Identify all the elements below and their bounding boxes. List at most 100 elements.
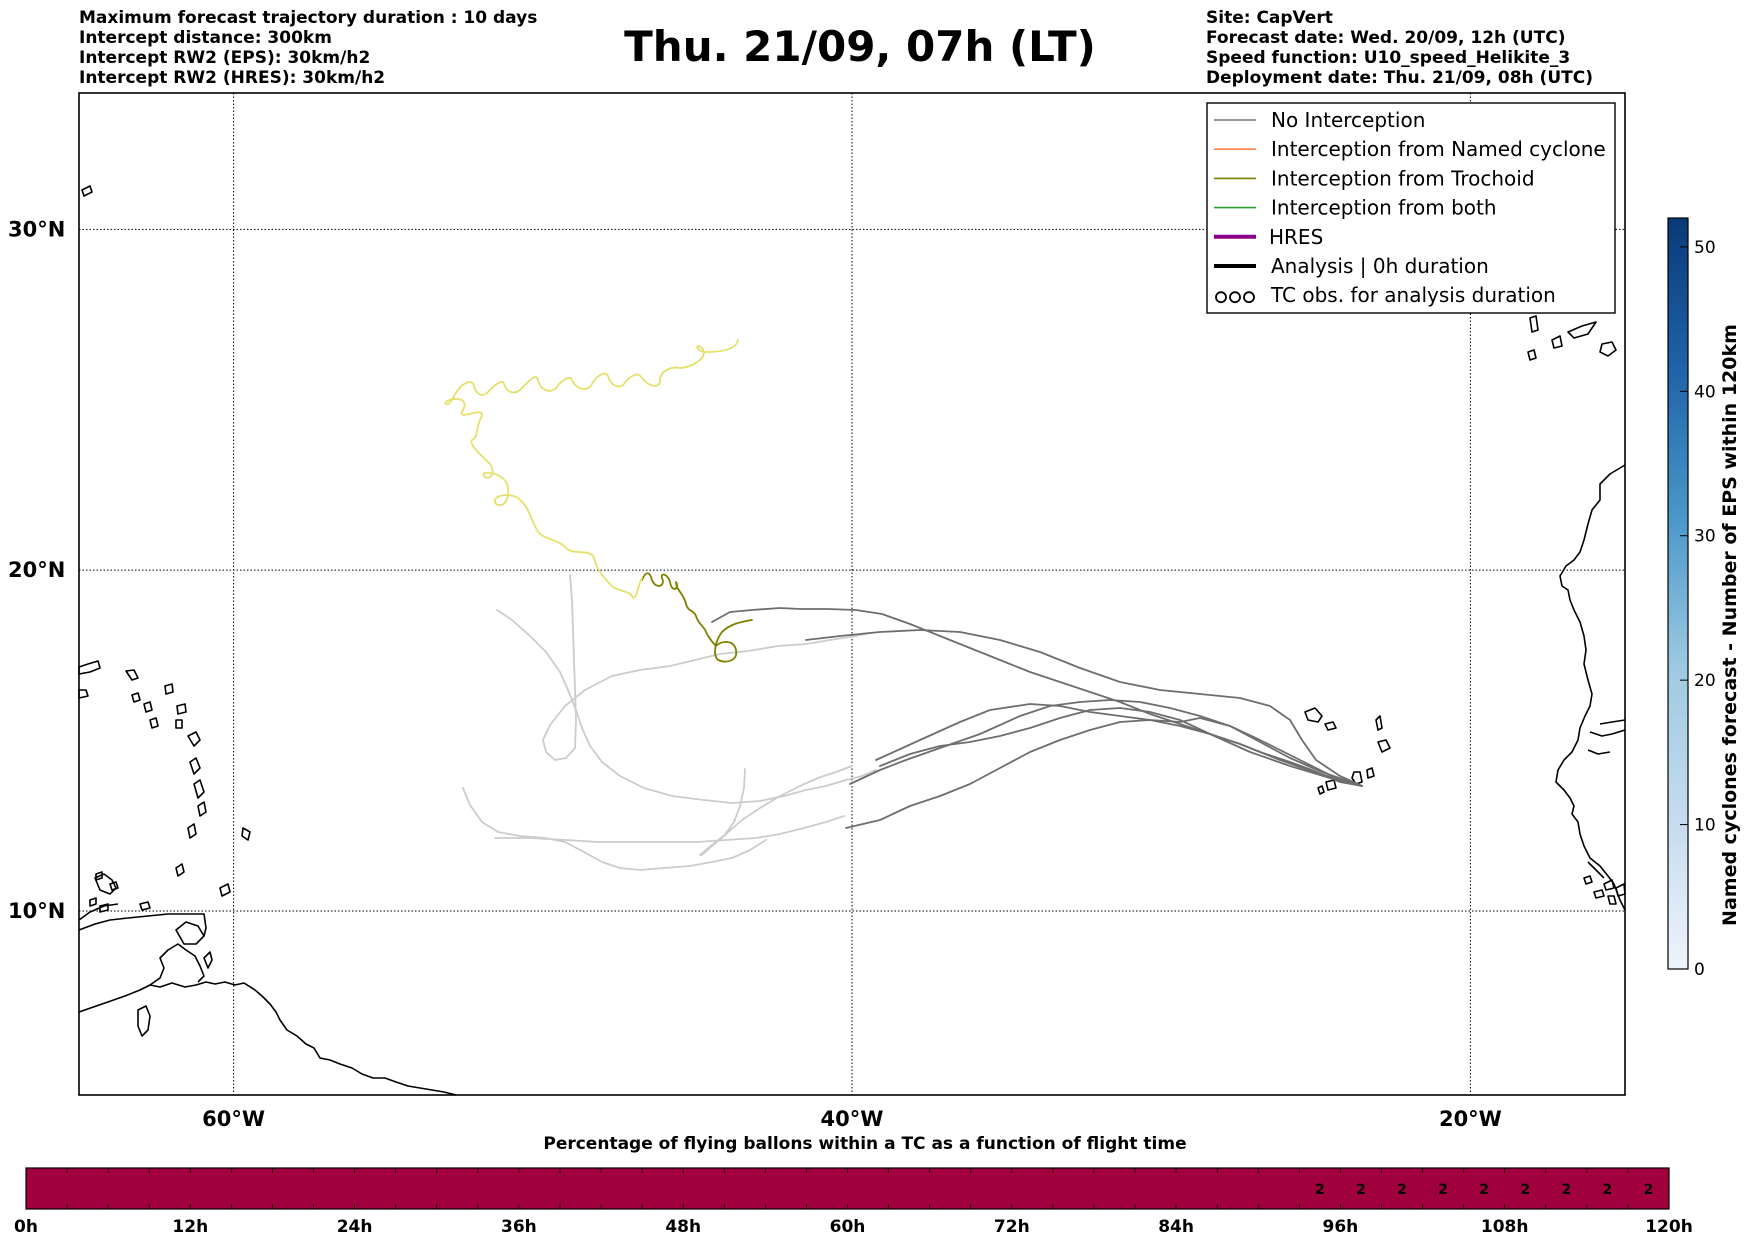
coastline-venezuela-bay [149, 943, 205, 986]
page-title: Thu. 21/09, 07h (LT) [624, 22, 1096, 71]
axis-labels: 10°N 20°N 30°N 60°W 40°W 20°W [8, 217, 1502, 1131]
island-santo-antao [1304, 707, 1323, 723]
island-guadeloupe [187, 731, 201, 747]
legend-label: HRES [1269, 225, 1323, 249]
island-sao-vicente [1324, 721, 1337, 731]
island-grenada [175, 863, 185, 877]
island-sa-2 [94, 873, 117, 895]
flight-time-hour-label: 12h [172, 1217, 208, 1237]
header-left-line: Intercept RW2 (EPS): 30km/h2 [79, 48, 371, 68]
header-right-line: Deployment date: Thu. 21/09, 08h (UTC) [1206, 68, 1593, 88]
flight-time-hour-label: 120h [1645, 1217, 1693, 1237]
coastline-africa-islands-3 [1587, 749, 1611, 755]
island-tenerife [1551, 335, 1563, 349]
flight-time-hour-label: 108h [1481, 1217, 1529, 1237]
colorbar-ticks: 0 10 20 30 40 50 [1680, 238, 1716, 980]
lat-label: 10°N [8, 899, 65, 923]
coastline-trinidad [203, 951, 213, 969]
header-right-line: Forecast date: Wed. 20/09, 12h (UTC) [1206, 28, 1566, 48]
legend: No Interception Interception from Named c… [1206, 102, 1616, 314]
island-small-1 [131, 692, 141, 703]
legend-label: Interception from Named cyclone [1271, 137, 1606, 161]
trajectory-no-interception-4 [849, 699, 1363, 787]
flight-time-cell-label: 2 [1315, 1182, 1325, 1198]
map-frame [78, 92, 1626, 1096]
flight-time-hour-label: 36h [501, 1217, 537, 1237]
header-left-info: Maximum forecast trajectory duration : 1… [79, 8, 537, 88]
tc-obs-icon [1229, 291, 1241, 304]
island-hierro [1527, 349, 1537, 361]
island-small-2 [143, 701, 153, 713]
legend-label: Interception from both [1271, 196, 1497, 220]
flight-time-bar-fill [25, 1167, 1670, 1210]
island-martinique [189, 757, 201, 775]
flight-time-cell-label: 2 [1438, 1182, 1448, 1198]
flight-time-hour-label: 0h [14, 1217, 38, 1237]
island-stlucia [197, 801, 207, 817]
island-ne [81, 185, 93, 197]
colorbar-tick-label: 20 [1694, 671, 1716, 691]
island-sal [1375, 715, 1383, 731]
island-santiago [1351, 771, 1363, 785]
island-small-4 [175, 719, 183, 729]
header-right-info: Site: CapVert Forecast date: Wed. 20/09,… [1206, 8, 1593, 88]
flight-time-cell-label: 2 [1479, 1182, 1489, 1198]
coastline-bijagos-1 [1603, 879, 1615, 891]
coastline-africa-islands-2 [1589, 729, 1626, 737]
flight-time-hour-label: 24h [337, 1217, 373, 1237]
colorbar-tick-label: 30 [1694, 527, 1716, 547]
colorbar-label: Named cyclones forecast - Number of EPS … [1719, 324, 1741, 926]
island-montserrat [164, 683, 174, 695]
flight-time-cell-label: 2 [1603, 1182, 1613, 1198]
legend-label: TC obs. for analysis duration [1270, 283, 1556, 307]
flight-time-hour-label: 60h [830, 1217, 866, 1237]
flight-time-cell-label: 2 [1520, 1182, 1530, 1198]
lon-label: 40°W [821, 1107, 884, 1131]
trajectory-no-interception-3 [875, 703, 1363, 787]
trajectory-light-2 [496, 609, 877, 804]
flight-time-hour-label: 48h [665, 1217, 701, 1237]
flight-time-hour-label: 84h [1158, 1217, 1194, 1237]
island-barbados [241, 827, 251, 841]
lon-label: 20°W [1439, 1107, 1502, 1131]
coastline-bijagos-5 [1583, 875, 1593, 885]
colorbar [1667, 217, 1689, 970]
lat-label: 30°N [8, 217, 65, 241]
lon-label: 60°W [202, 1107, 265, 1131]
header-left-line: Intercept distance: 300km [79, 28, 332, 48]
island-gran-canaria [1599, 341, 1617, 357]
coastline-north-sa [78, 903, 119, 921]
trajectory-no-interception-5 [879, 707, 1363, 787]
flight-time-bar: 2 2 2 2 2 2 2 2 2 0h 12h 24h 36h 48h 60h 72h 84h 96h 108h 1… [14, 1167, 1693, 1237]
island-fogo [1325, 779, 1337, 791]
island-la-palma [1529, 315, 1539, 333]
trajectory-yellow [444, 339, 739, 599]
island-curacao [99, 903, 109, 913]
island-maio [1366, 767, 1375, 779]
coastline-bijagos-4 [1607, 895, 1617, 905]
legend-box [1206, 102, 1616, 314]
colorbar-tick-label: 50 [1694, 238, 1716, 258]
flight-time-cell-label: 2 [1644, 1182, 1654, 1198]
flight-time-hour-label: 96h [1323, 1217, 1359, 1237]
island-antigua [176, 703, 187, 715]
tc-obs-icon [1215, 291, 1227, 304]
coastline-south-america [78, 981, 457, 1096]
flight-time-bar-title: Percentage of flying ballons within a TC… [543, 1134, 1187, 1154]
flight-time-cell-label: 2 [1561, 1182, 1571, 1198]
coastline-peninsula [78, 913, 207, 937]
island-fuerteventura [1567, 321, 1597, 339]
coastline-bijagos-3 [1593, 889, 1605, 899]
colorbar-tick-label: 10 [1694, 816, 1716, 836]
coastline-africa-islands-1 [1599, 719, 1626, 725]
trajectory-light-6 [699, 765, 853, 856]
island-margarita [139, 901, 151, 911]
colorbar-tick-label: 0 [1694, 960, 1705, 980]
island-vi [125, 669, 139, 681]
header-left-line: Maximum forecast trajectory duration : 1… [79, 8, 538, 28]
header-left-line: Intercept RW2 (HRES): 30km/h2 [79, 68, 386, 88]
tc-obs-icon [1243, 291, 1255, 304]
trajectory-light-3 [462, 787, 767, 871]
flight-time-cell-label: 2 [1356, 1182, 1366, 1198]
